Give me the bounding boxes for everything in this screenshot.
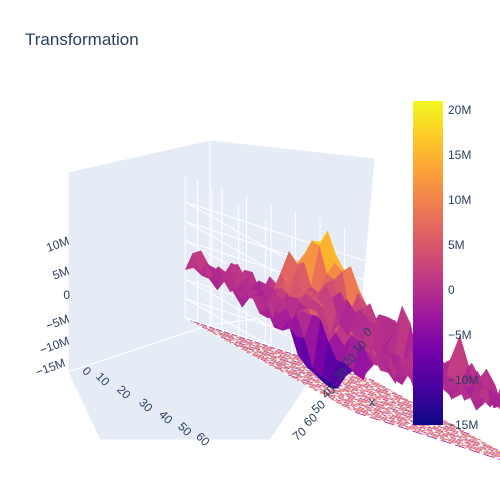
z-tick-label: −15M: [34, 356, 67, 380]
floor-contour-line: [196, 323, 381, 385]
floor-contour-line: [330, 398, 500, 455]
colorbar-tick-label: −5M: [448, 328, 472, 342]
colorbar[interactable]: 20M 15M 10M 5M 0 −5M −10M −15M: [413, 101, 478, 432]
colorbar-tick-label: 20M: [448, 103, 471, 117]
colorbar-tick-label: 15M: [448, 148, 471, 162]
floor-contour-line: [302, 383, 487, 444]
floor-contour-line: [257, 358, 442, 419]
z-axis-ticks: −15M −10M −5M 0 5M 10M: [34, 234, 71, 380]
y-gridline: [238, 204, 423, 409]
colorbar-tick-label: 0: [448, 283, 455, 297]
colorbar-tick-label: −15M: [448, 418, 478, 432]
surface-face: [361, 303, 378, 325]
floor-contour-line: [207, 329, 392, 391]
surface-mesh[interactable]: [184, 230, 500, 439]
z-tick-label: −5M: [44, 312, 71, 333]
z-tick-label: −10M: [38, 334, 71, 358]
floor-contour-line: [341, 405, 500, 458]
colorbar-gradient: [413, 101, 443, 425]
colorbar-tick-label: 5M: [448, 238, 465, 252]
floor-contour-line: [319, 392, 500, 453]
floor-contour-line: [212, 333, 397, 394]
chart-title: Transformation: [25, 30, 139, 49]
floor-contour-line: [296, 379, 482, 441]
z-tick-label: 5M: [51, 264, 71, 283]
floor-contour-line: [353, 411, 500, 460]
colorbar-ticks: 20M 15M 10M 5M 0 −5M −10M −15M: [448, 103, 478, 432]
colorbar-tick-label: 10M: [448, 193, 471, 207]
floor-contour-line: [336, 401, 500, 457]
colorbar-tick-label: −10M: [448, 373, 478, 387]
x-axis-title: x: [369, 394, 376, 409]
z-tick-label: 10M: [44, 234, 71, 255]
z-tick-label: 0: [63, 288, 70, 302]
floor-contour-line: [201, 326, 386, 388]
floor-contour-line: [313, 389, 498, 451]
floor-contour-line: [325, 395, 500, 454]
floor-contour-line: [291, 376, 476, 438]
floor-contour-line: [308, 386, 493, 447]
floor-contour-line: [235, 345, 420, 407]
floor-contour-line: [252, 354, 437, 416]
plot-scene-3d[interactable]: [67, 139, 500, 475]
